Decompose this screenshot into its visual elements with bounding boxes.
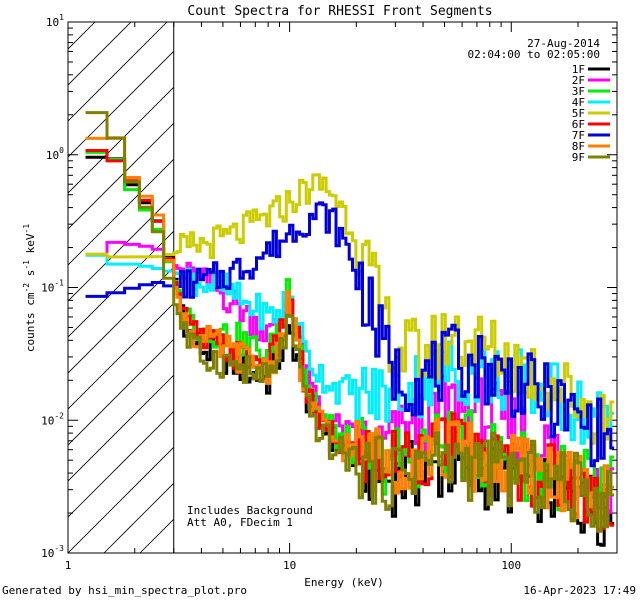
timestamp-label: 16-Apr-2023 17:49 [523,584,636,597]
legend-label: 9F [572,151,585,164]
hatch-line [68,230,174,338]
hatch-lines [0,0,174,553]
hatch-line [68,194,174,302]
x-tick-label: 100 [501,559,521,572]
annotation-background: Includes Background [187,504,313,517]
series-lines [85,111,615,547]
y-tick-label: 10-1 [41,279,64,295]
hatch-line [68,158,174,266]
legend-label: 5F [572,107,585,120]
hatch-line [68,86,174,194]
hatch-line [0,0,92,553]
axes: 1 10 100 101 100 10-1 10-2 10-3 [41,13,618,572]
hatch-line [68,22,132,86]
x-axis-label: Energy (keV) [304,576,383,589]
y-tick-label: 10-3 [41,544,64,560]
legend-label: 3F [572,85,585,98]
legend-label: 4F [572,96,585,109]
time-range-label: 02:04:00 to 02:05:00 [468,48,600,61]
y-tick-label: 10-2 [41,411,64,427]
series-line-7F [85,201,615,468]
legend-label: 8F [572,140,585,153]
hatch-line [0,0,20,553]
series-line-9F [85,111,615,533]
annotation-attenuator: Att A0, FDecim 1 [187,516,293,529]
hatch-line [68,446,174,553]
x-tick-label: 1 [65,559,72,572]
legend-label: 6F [572,118,585,131]
legend-label: 7F [572,129,585,142]
hatch-line [0,0,128,553]
generated-by-label: Generated by hsi_min_spectra_plot.pro [2,584,248,597]
legend-label: 2F [572,74,585,87]
y-tick-label: 101 [46,13,64,29]
date-label: 27-Aug-2014 [527,37,600,50]
hatch-line [68,50,174,158]
hatch-line [68,22,168,122]
chart-title: Count Spectra for RHESSI Front Segments [187,4,492,19]
hatch-line [68,410,174,518]
hatch-line [68,122,174,230]
y-axis-label: counts cm-2 s-1 keV-1 [22,224,37,352]
legend-label: 1F [572,63,585,76]
x-tick-label: 10 [283,559,296,572]
y-tick-label: 100 [46,146,64,162]
hatch-line [68,374,174,482]
